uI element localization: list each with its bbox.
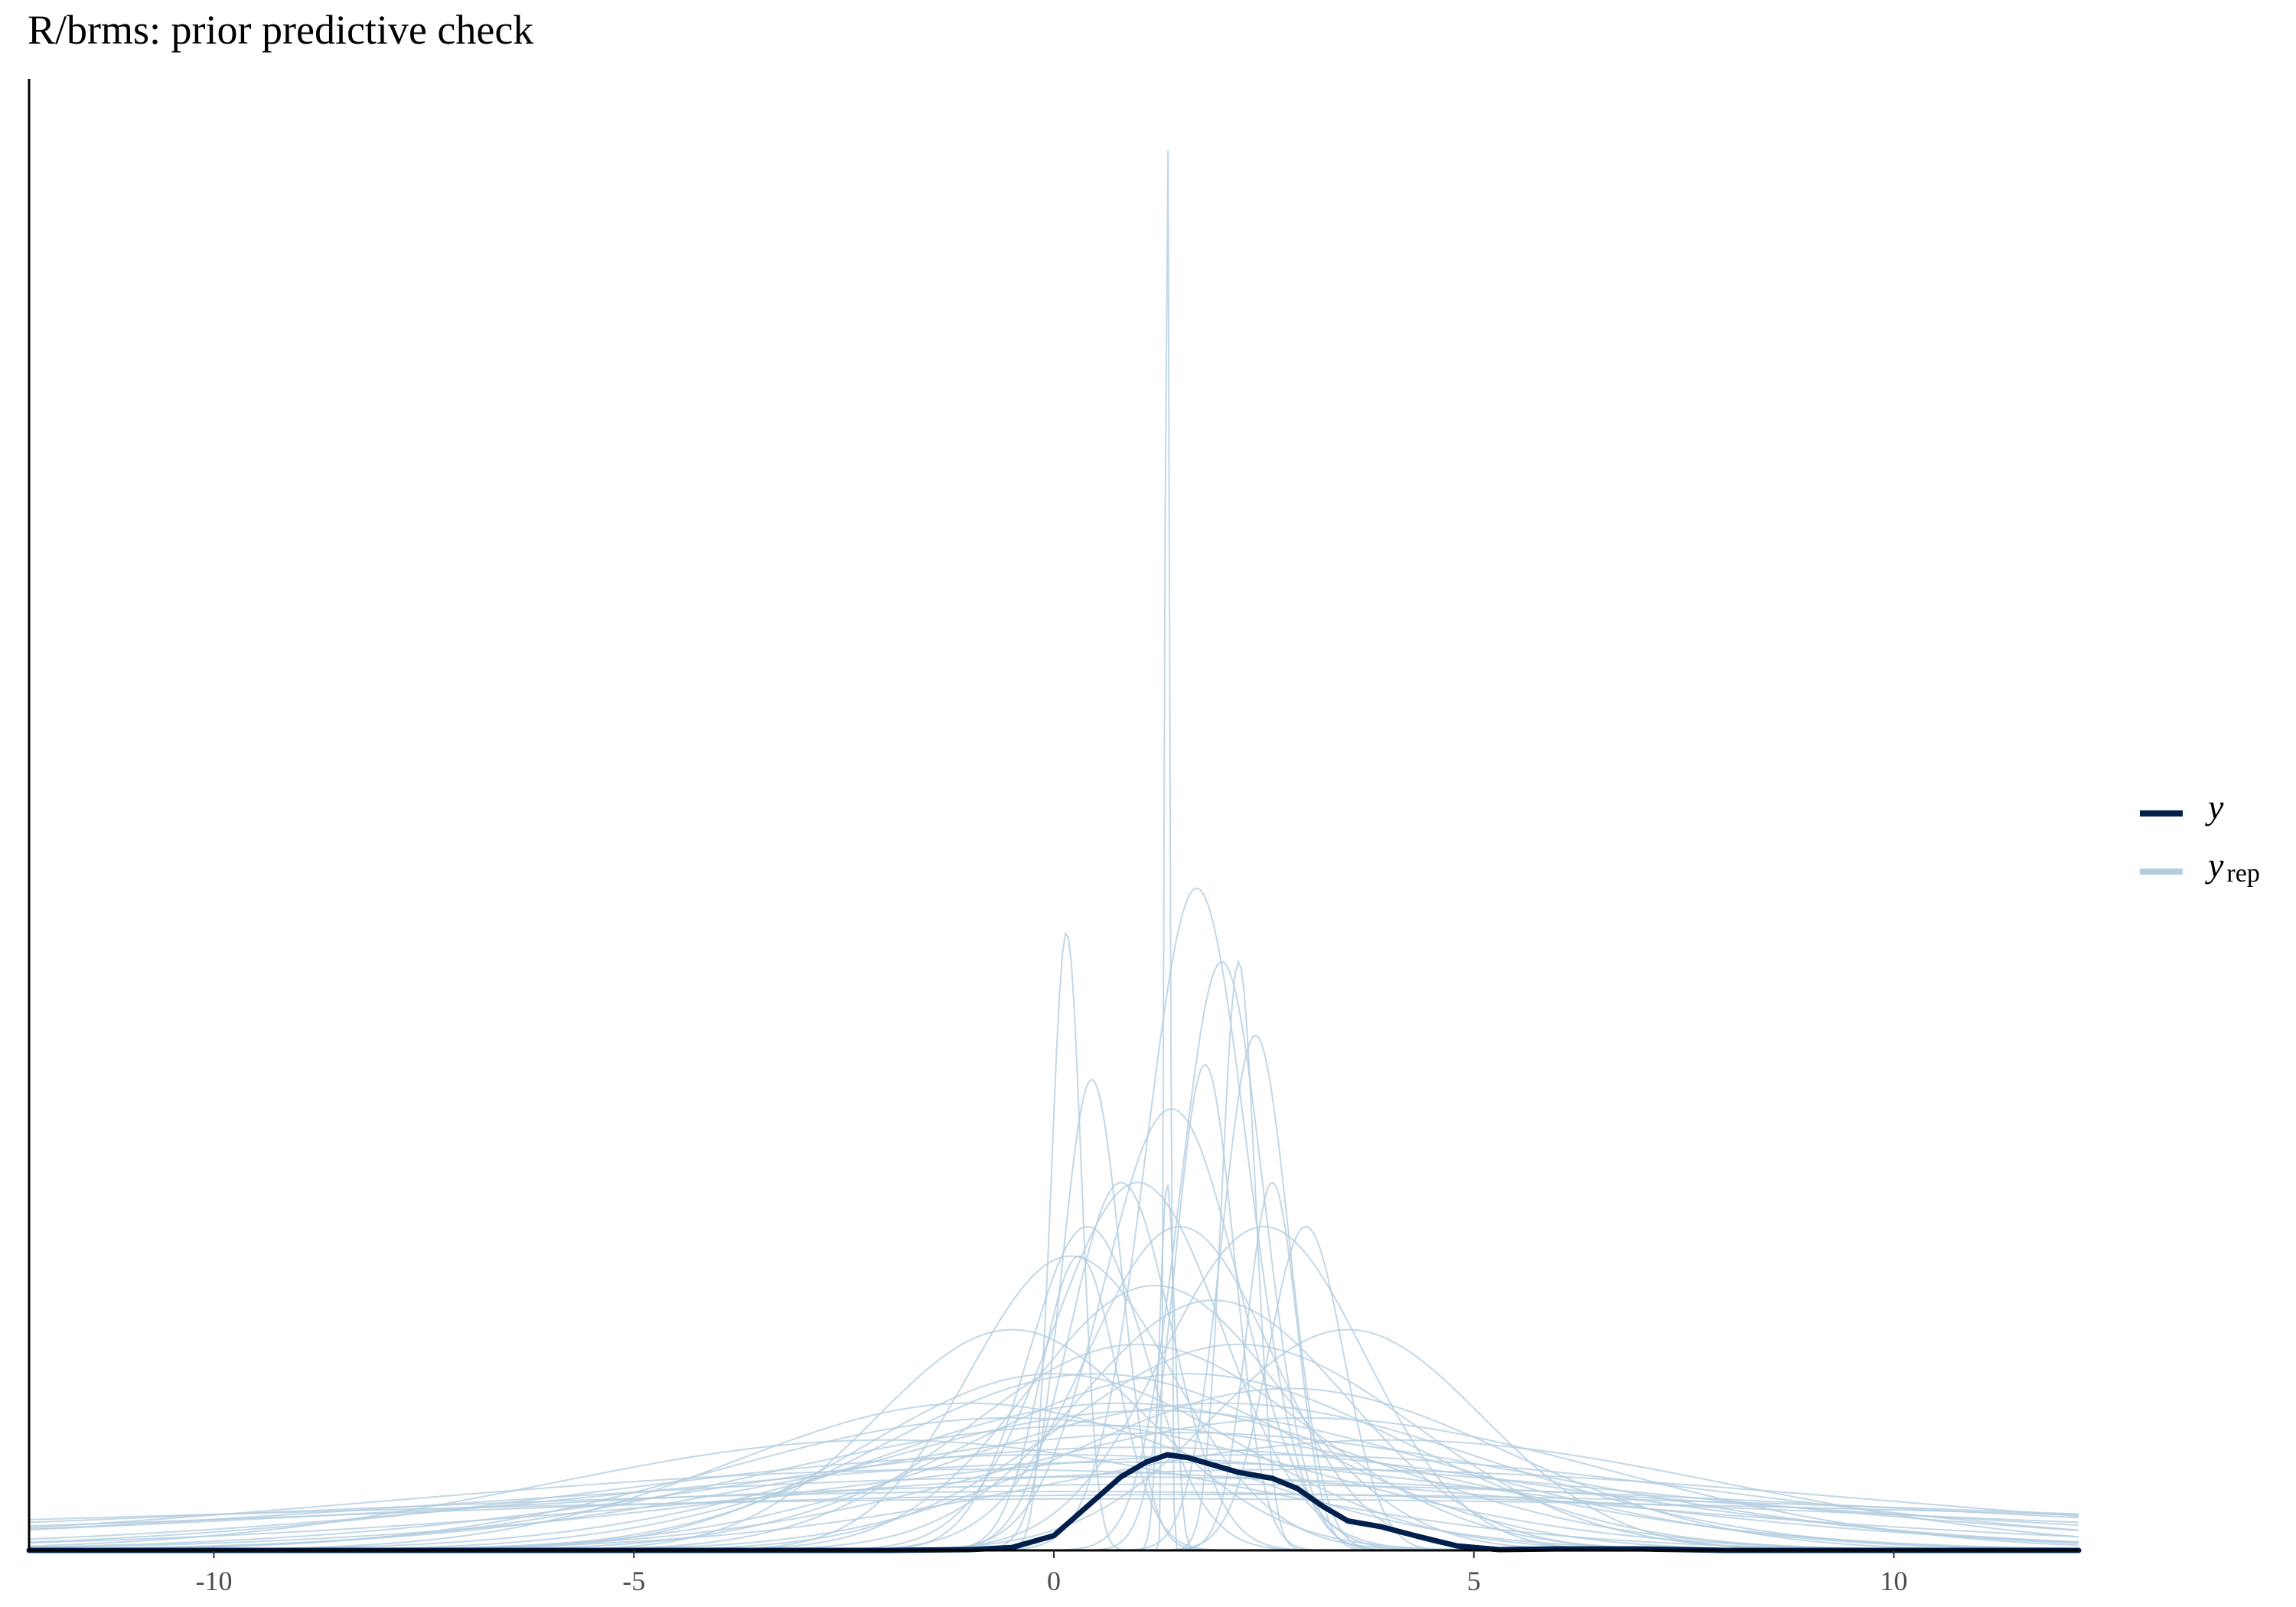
yrep-line-43	[28, 1475, 2079, 1530]
legend-label-yrep-main: y	[2205, 846, 2224, 885]
x-tick-label-4: 10	[1880, 1566, 1908, 1596]
yrep-line-39	[28, 1454, 2079, 1549]
yrep-line-34	[29, 1432, 2079, 1550]
yrep-lines	[28, 149, 2079, 1551]
yrep-line-46	[28, 1493, 2079, 1527]
x-tick-label-2: 0	[1047, 1566, 1061, 1596]
yrep-line-7	[29, 961, 2079, 1551]
yrep-line-35	[28, 1439, 2079, 1551]
yrep-line-22	[29, 1343, 2079, 1551]
yrep-line-41	[28, 1468, 2079, 1538]
yrep-line-21	[29, 1343, 2079, 1551]
yrep-line-45	[28, 1491, 2079, 1524]
yrep-line-47	[28, 1498, 2079, 1521]
x-axis-ticks: -10 -5 0 5 10	[195, 1550, 1908, 1596]
chart-title: R/brms: prior predictive check	[28, 7, 534, 53]
legend-label-yrep: y rep	[2205, 846, 2260, 888]
x-tick-label-1: -5	[622, 1566, 645, 1596]
yrep-line-4	[29, 959, 2079, 1551]
x-tick-label-0: -10	[195, 1566, 232, 1596]
yrep-line-40	[28, 1461, 2079, 1540]
yrep-line-38	[28, 1454, 2079, 1543]
yrep-line-2	[29, 931, 2079, 1551]
yrep-line-8	[29, 887, 2079, 1551]
legend-label-y: y	[2205, 787, 2224, 826]
legend-label-yrep-sub: rep	[2226, 859, 2259, 888]
legend: y y rep	[2140, 787, 2260, 888]
yrep-line-37	[28, 1446, 2079, 1548]
x-tick-label-3: 5	[1467, 1566, 1481, 1596]
